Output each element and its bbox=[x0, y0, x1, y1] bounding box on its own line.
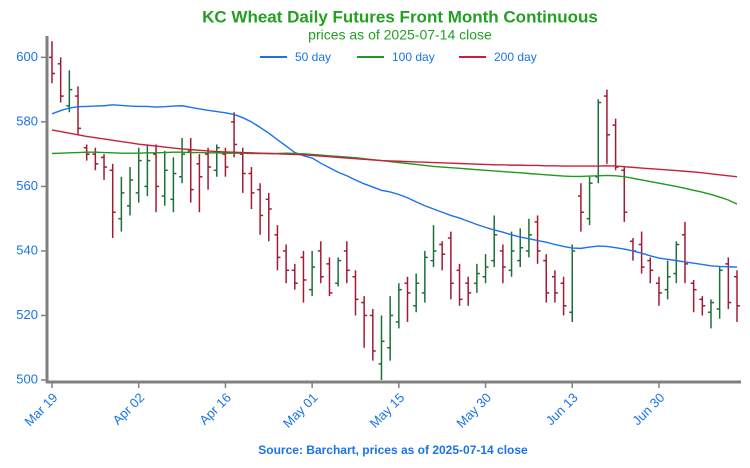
y-tick-label: 580 bbox=[16, 113, 38, 128]
x-tick-label: Jun 30 bbox=[629, 390, 667, 428]
x-tick-label: Mar 19 bbox=[21, 390, 60, 429]
y-tick-label: 500 bbox=[16, 371, 38, 386]
x-tick-label: May 01 bbox=[280, 390, 321, 431]
legend-label: 100 day bbox=[392, 50, 435, 64]
ma-line bbox=[51, 104, 738, 268]
ma-line bbox=[51, 129, 738, 178]
x-tick-label: May 15 bbox=[367, 390, 408, 431]
source-note: Source: Barchart, prices as of 2025-07-1… bbox=[258, 443, 528, 457]
y-tick-label: 600 bbox=[16, 49, 38, 64]
y-tick-label: 540 bbox=[16, 242, 38, 257]
x-tick-label: Jun 13 bbox=[543, 390, 581, 428]
chart-subtitle: prices as of 2025-07-14 close bbox=[308, 27, 492, 43]
x-tick-label: Apr 16 bbox=[196, 390, 234, 428]
legend-label: 50 day bbox=[295, 50, 331, 64]
y-tick-label: 520 bbox=[16, 307, 38, 322]
chart-title: KC Wheat Daily Futures Front Month Conti… bbox=[202, 7, 598, 26]
legend-label: 200 day bbox=[494, 50, 537, 64]
y-tick-label: 560 bbox=[16, 178, 38, 193]
ma-line bbox=[51, 151, 738, 205]
x-tick-label: Apr 02 bbox=[110, 390, 148, 428]
x-tick-label: May 30 bbox=[453, 390, 494, 431]
